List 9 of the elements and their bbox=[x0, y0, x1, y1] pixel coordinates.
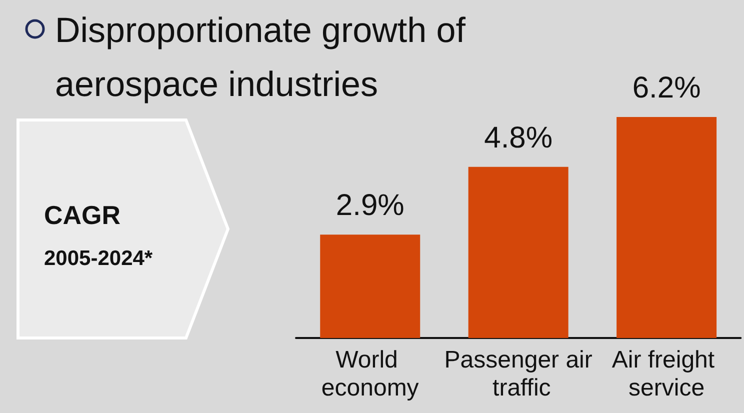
data-label: 6.2% bbox=[632, 72, 701, 104]
data-label: 4.8% bbox=[484, 121, 553, 154]
x-tick-label: Passenger air traffic bbox=[444, 346, 592, 402]
chart-title: Disproportionate growth of aerospace industries bbox=[55, 10, 466, 106]
data-label: 2.9% bbox=[336, 189, 404, 222]
text: 2005-2024* bbox=[44, 247, 153, 271]
x-tick-label: Air freight service bbox=[612, 346, 722, 402]
text: CAGR bbox=[44, 200, 121, 231]
x-tick-label: World economy bbox=[321, 346, 419, 402]
